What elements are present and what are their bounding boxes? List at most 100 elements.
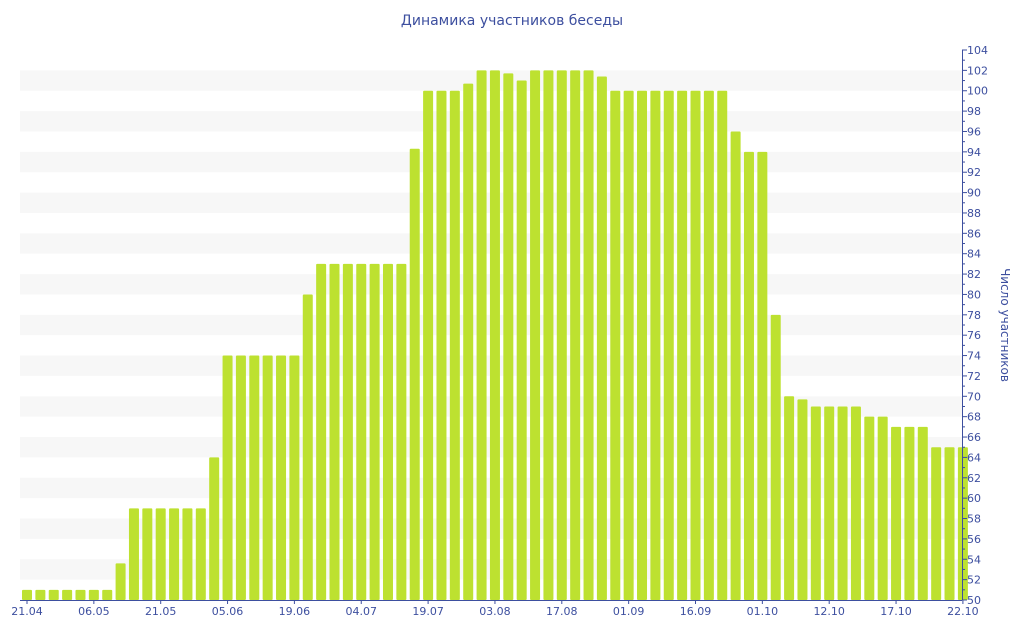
- bar: [891, 426, 902, 600]
- x-tick-label: 21.05: [145, 605, 177, 618]
- bar: [48, 589, 59, 600]
- bar: [663, 90, 674, 601]
- bar: [195, 508, 206, 600]
- bar: [583, 70, 594, 601]
- bar: [262, 355, 273, 600]
- bar: [596, 76, 607, 600]
- bar: [543, 70, 554, 601]
- bar: [757, 151, 768, 600]
- bar: [516, 80, 527, 601]
- bar: [677, 90, 688, 601]
- x-tick-label: 01.10: [747, 605, 779, 618]
- bar: [396, 263, 407, 600]
- y-tick-label: 70: [967, 390, 981, 403]
- x-tick-label: 16.09: [680, 605, 712, 618]
- bar: [423, 90, 434, 601]
- y-tick-label: 60: [967, 492, 981, 505]
- bar: [570, 70, 581, 601]
- x-tick-label: 12.10: [813, 605, 845, 618]
- bar: [703, 90, 714, 601]
- x-tick-label: 01.09: [613, 605, 645, 618]
- bar: [784, 396, 795, 600]
- bar: [115, 563, 126, 600]
- y-tick-label: 92: [967, 166, 981, 179]
- bar: [850, 406, 861, 600]
- y-tick-label: 94: [967, 146, 981, 159]
- x-tick-label: 19.07: [412, 605, 444, 618]
- bar: [88, 589, 99, 600]
- y-tick-label: 84: [967, 248, 981, 261]
- bar: [944, 447, 955, 600]
- y-tick-label: 104: [967, 44, 988, 57]
- bar: [690, 90, 701, 601]
- bar: [155, 508, 166, 600]
- bar: [650, 90, 661, 601]
- bar: [610, 90, 621, 601]
- bar: [62, 589, 73, 600]
- y-tick-label: 72: [967, 370, 981, 383]
- bar: [289, 355, 300, 600]
- x-tick-label: 17.08: [546, 605, 578, 618]
- bar: [235, 355, 246, 600]
- bar: [877, 416, 888, 600]
- bar: [463, 83, 474, 601]
- bar: [436, 90, 447, 601]
- x-tick-label: 21.04: [11, 605, 43, 618]
- y-tick-label: 56: [967, 533, 981, 546]
- bar: [556, 70, 567, 601]
- bar: [904, 426, 915, 600]
- bar: [329, 263, 340, 600]
- y-tick-label: 86: [967, 227, 981, 240]
- y-tick-label: 88: [967, 207, 981, 220]
- bar: [302, 294, 313, 600]
- bar: [637, 90, 648, 601]
- x-tick-label: 19.06: [279, 605, 311, 618]
- bar: [503, 73, 514, 601]
- x-tick-label: 22.10: [947, 605, 979, 618]
- y-tick-label: 96: [967, 125, 981, 138]
- bar: [75, 589, 86, 600]
- y-tick-label: 76: [967, 329, 981, 342]
- bar: [730, 131, 741, 600]
- y-tick-label: 66: [967, 431, 981, 444]
- bar: [128, 508, 139, 600]
- bar: [342, 263, 353, 600]
- bar: [169, 508, 180, 600]
- bar: [142, 508, 153, 600]
- bar: [276, 355, 287, 600]
- bar: [102, 589, 113, 600]
- bar: [824, 406, 835, 600]
- bar: [717, 90, 728, 601]
- x-tick-label: 04.07: [346, 605, 378, 618]
- bar: [209, 457, 220, 600]
- x-tick-label: 17.10: [880, 605, 912, 618]
- y-tick-label: 78: [967, 309, 981, 322]
- bar: [249, 355, 260, 600]
- y-tick-label: 64: [967, 451, 981, 464]
- bar: [743, 151, 754, 600]
- y-tick-label: 50: [967, 594, 981, 607]
- x-tick-label: 06.05: [78, 605, 110, 618]
- bar: [837, 406, 848, 600]
- chart-title: Динамика участников беседы: [400, 13, 624, 29]
- y-tick-label: 80: [967, 288, 981, 301]
- bar: [316, 263, 327, 600]
- bar: [797, 399, 808, 600]
- y-tick-label: 102: [967, 64, 988, 77]
- bar: [623, 90, 634, 601]
- bar: [864, 416, 875, 600]
- y-tick-label: 62: [967, 472, 981, 485]
- y-tick-label: 90: [967, 187, 981, 200]
- bar: [382, 263, 393, 600]
- bar: [476, 70, 487, 601]
- bar: [35, 589, 46, 600]
- bar: [489, 70, 500, 601]
- y-tick-label: 68: [967, 411, 981, 424]
- bar: [356, 263, 367, 600]
- bar: [409, 148, 420, 600]
- bar: [222, 355, 233, 600]
- y-tick-label: 52: [967, 574, 981, 587]
- y-tick-label: 98: [967, 105, 981, 118]
- bar: [530, 70, 541, 601]
